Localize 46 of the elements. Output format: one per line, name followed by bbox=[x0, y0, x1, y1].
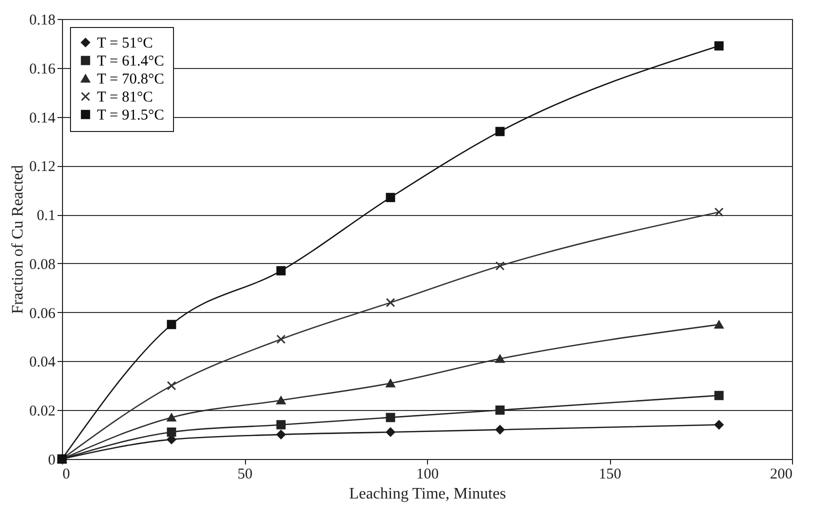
legend-label: T = 81°C bbox=[97, 90, 153, 106]
point bbox=[386, 192, 396, 202]
point bbox=[714, 207, 724, 217]
point bbox=[714, 420, 724, 430]
y-tick-label: 0.12 bbox=[29, 159, 56, 176]
y-tick-label: 0.16 bbox=[29, 61, 56, 78]
point bbox=[495, 425, 505, 434]
point bbox=[495, 354, 505, 363]
legend-label: T = 70.8°C bbox=[97, 72, 164, 88]
y-tick-label: 0.02 bbox=[29, 404, 56, 420]
y-tick-label: 0.1 bbox=[36, 208, 56, 224]
legend-label: T = 91.5°C bbox=[97, 108, 164, 124]
point bbox=[714, 390, 724, 400]
point bbox=[386, 298, 396, 308]
point bbox=[166, 427, 176, 437]
point bbox=[386, 379, 396, 388]
point bbox=[166, 381, 176, 390]
x-tick-label: 100 bbox=[416, 466, 439, 482]
x-axis-title: Leaching Time, Minutes bbox=[349, 486, 506, 502]
y-axis-title: Fraction of Cu Reacted bbox=[9, 165, 26, 314]
x-tick-label: 150 bbox=[598, 466, 622, 482]
point bbox=[276, 420, 286, 430]
legend-label: T = 51°C bbox=[97, 36, 153, 52]
x-tick-label: 0 bbox=[62, 466, 70, 482]
y-tick-label: 0.08 bbox=[29, 256, 56, 273]
y-tick-label: 0 bbox=[48, 452, 56, 468]
point bbox=[166, 413, 176, 422]
point bbox=[166, 320, 176, 330]
point bbox=[495, 126, 505, 136]
point bbox=[276, 396, 286, 404]
x-tick-label: 200 bbox=[770, 466, 792, 482]
point bbox=[386, 412, 396, 422]
y-tick-label: 0.14 bbox=[29, 110, 56, 126]
point bbox=[276, 334, 286, 344]
point bbox=[386, 427, 396, 437]
legend-label: T = 61.4°C bbox=[97, 54, 164, 70]
point bbox=[276, 266, 286, 276]
point bbox=[495, 405, 505, 415]
point bbox=[276, 430, 286, 440]
x-tick-label: 50 bbox=[238, 466, 252, 482]
point bbox=[714, 320, 724, 329]
point bbox=[495, 261, 505, 271]
y-tick-label: 0.06 bbox=[29, 306, 56, 322]
point bbox=[714, 41, 724, 51]
y-tick-label: 0.04 bbox=[29, 354, 56, 371]
y-tick-label: 0.18 bbox=[29, 12, 56, 28]
